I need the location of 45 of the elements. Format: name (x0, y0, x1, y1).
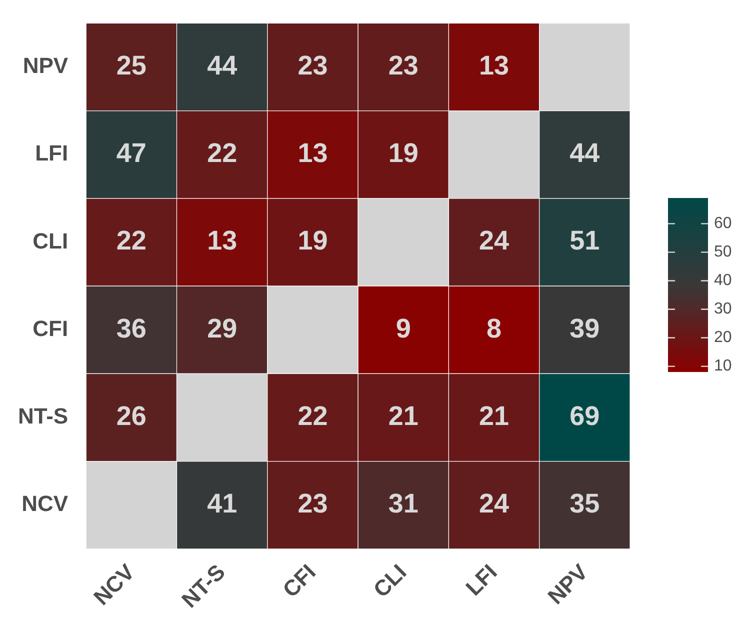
y-tick-label: CLI (32, 228, 68, 254)
data-label: 35 (570, 488, 600, 519)
data-label: 13 (298, 138, 328, 168)
data-label: 26 (116, 400, 146, 431)
data-label: 36 (116, 313, 146, 344)
data-label: 22 (298, 400, 328, 431)
y-tick-label: LFI (35, 140, 68, 166)
data-label: 24 (479, 226, 510, 256)
color-bar-label: 50 (714, 244, 732, 261)
data-label: 24 (479, 488, 510, 519)
data-label: 51 (570, 226, 600, 256)
data-label: 47 (116, 138, 146, 168)
data-label: 19 (298, 226, 328, 256)
color-bar-label: 20 (714, 329, 732, 346)
y-tick-label: CFI (32, 316, 68, 341)
data-label: 29 (207, 313, 238, 344)
x-tick-label: CFI (278, 559, 321, 602)
data-label: 23 (298, 488, 328, 519)
data-label: 25 (116, 50, 146, 80)
data-label: 9 (396, 313, 411, 344)
color-bar-label: 60 (714, 215, 732, 232)
data-label: 13 (479, 50, 510, 80)
data-label: 44 (570, 138, 600, 168)
data-label: 22 (116, 226, 146, 256)
data-label: 23 (388, 50, 418, 80)
data-label: 41 (207, 488, 238, 519)
data-label: 13 (207, 226, 238, 256)
data-label: 19 (388, 138, 418, 168)
data-label: 23 (298, 50, 328, 80)
color-bar-label: 10 (714, 358, 732, 375)
data-label: 21 (388, 400, 418, 431)
data-label: 22 (207, 138, 238, 168)
x-tick-label: LFI (460, 559, 502, 600)
y-tick-label: NCV (22, 491, 68, 516)
color-bar-label: 30 (714, 300, 732, 318)
x-tick-label: CLI (368, 559, 412, 602)
data-label: 44 (207, 50, 238, 80)
data-label: 31 (388, 488, 418, 519)
data-label: 21 (479, 400, 510, 431)
y-tick-label: NT-S (18, 404, 68, 429)
data-label: 39 (570, 313, 600, 344)
data-label: 8 (486, 313, 502, 344)
data-label: 69 (570, 400, 600, 431)
color-bar-label: 40 (714, 272, 732, 290)
y-tick-label: NPV (22, 53, 68, 78)
